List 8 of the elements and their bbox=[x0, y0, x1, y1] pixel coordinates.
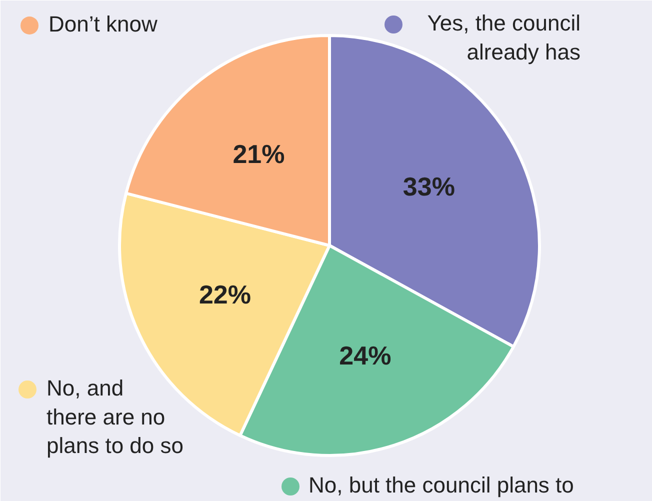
data-label: 33% bbox=[402, 172, 455, 202]
data-label: 24% bbox=[339, 340, 392, 370]
legend-label: Yes, the council already has bbox=[427, 10, 581, 64]
legend-label: Don’t know bbox=[48, 12, 158, 36]
legend-label: No, and there are no plans to do so bbox=[46, 376, 184, 458]
data-label: 22% bbox=[198, 280, 252, 310]
data-label: 21% bbox=[232, 139, 285, 170]
legend-label: No, but the council plans to bbox=[308, 472, 574, 498]
